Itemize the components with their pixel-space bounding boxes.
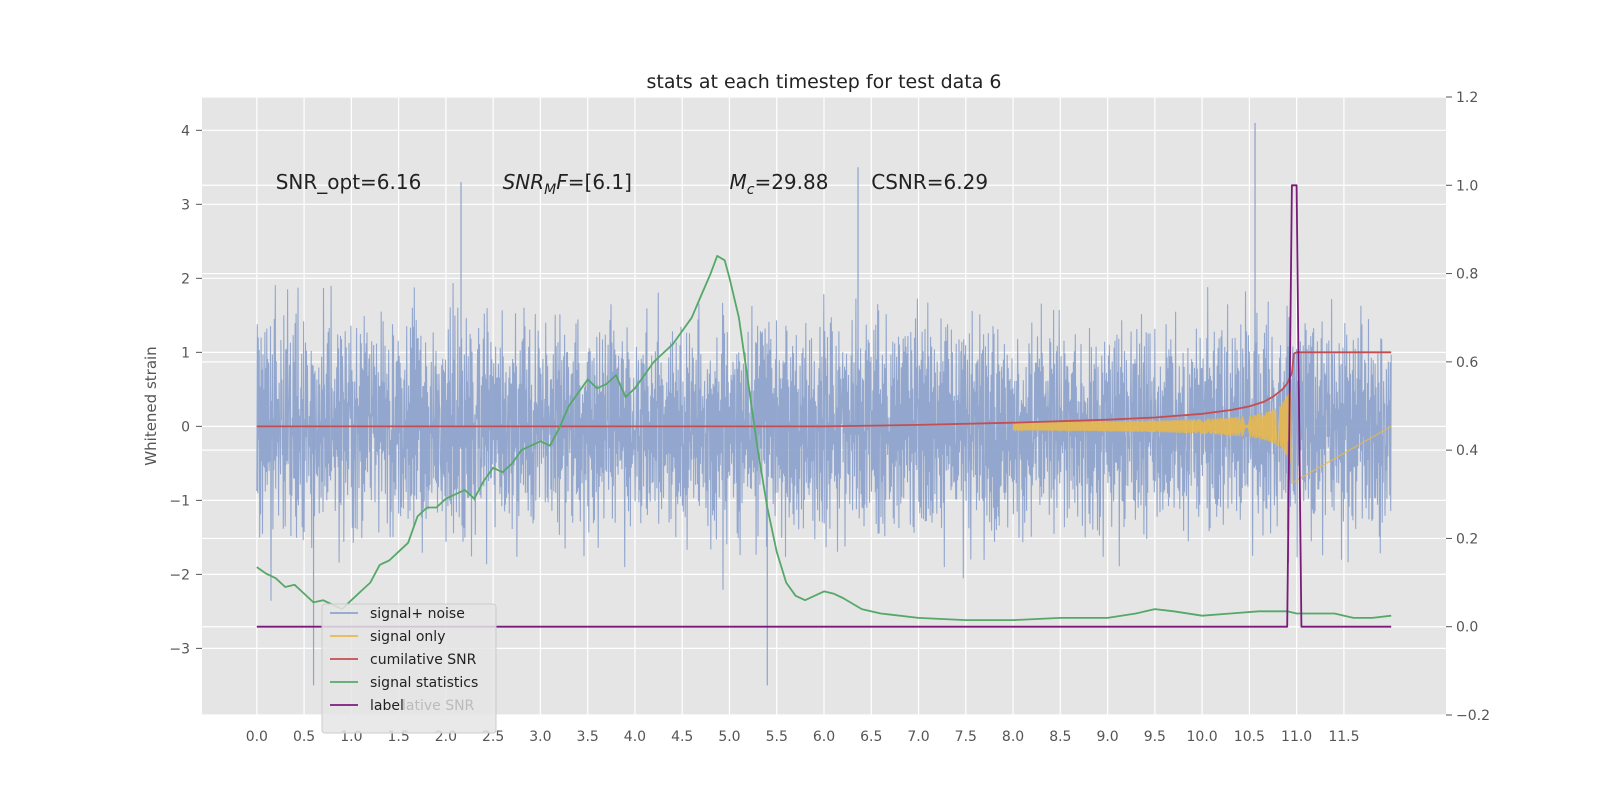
legend-label: signal only: [370, 629, 445, 645]
y-tick-label: 2: [181, 271, 190, 287]
y-tick-label: 4: [181, 123, 190, 139]
legend-label: signal statistics: [370, 675, 478, 691]
y2-tick-label: −0.2: [1456, 708, 1490, 724]
x-tick-label: 7.5: [955, 729, 977, 745]
annotation-0: SNR_opt=6.16: [276, 170, 422, 194]
x-tick-label: 8.0: [1002, 729, 1024, 745]
x-tick-label: 8.5: [1049, 729, 1071, 745]
y2-tick-label: 0.0: [1456, 620, 1478, 636]
x-tick-label: 6.5: [860, 729, 882, 745]
x-tick-label: 4.0: [624, 729, 646, 745]
y-tick-label: −2: [169, 567, 190, 583]
x-tick-label: 10.5: [1234, 729, 1265, 745]
annotation-2: Mc=29.88: [729, 170, 828, 198]
y2-tick-label: 1.0: [1456, 178, 1478, 194]
x-tick-label: 7.0: [907, 729, 929, 745]
annotation-part: CSNR=6.29: [871, 170, 988, 194]
series-signal-statistics: [256, 255, 1392, 621]
legend-ghost-text: lative SNR: [402, 698, 475, 714]
chart-title: stats at each timestep for test data 6: [646, 71, 1001, 93]
legend-label: cumilative SNR: [370, 652, 477, 668]
series-signal-noise: [256, 282, 1392, 601]
series-layer: [256, 122, 1392, 686]
y-tick-label: −3: [169, 641, 190, 657]
annotation-3: CSNR=6.29: [871, 170, 988, 194]
series-cumilative-snr: [256, 351, 1392, 428]
y2-tick-label: 0.2: [1456, 531, 1478, 547]
annotation-part: =[6.1]: [568, 170, 632, 194]
annotation-1: SNRMF=[6.1]: [503, 170, 632, 198]
x-tick-label: 5.0: [718, 729, 740, 745]
annotation-part: =29.88: [754, 170, 828, 194]
annotation-part: SNR_opt=6.16: [276, 170, 422, 194]
x-tick-label: 5.5: [766, 729, 788, 745]
series-signal-only: [1012, 383, 1392, 484]
x-tick-label: 10.0: [1187, 729, 1218, 745]
y-axis-label: Whitened strain: [142, 346, 160, 465]
annotation-part: F: [556, 170, 568, 194]
annotation-part: M: [729, 170, 746, 194]
y-axis-right: −0.2 0.0 0.2 0.4 0.6 0.8 1.0 1.2: [1446, 90, 1490, 724]
y-tick-label: 1: [181, 345, 190, 361]
y2-tick-label: 0.6: [1456, 355, 1478, 371]
legend: lative SNR signal+ noise signal only cumila…: [321, 603, 497, 734]
x-tick-label: 3.5: [577, 729, 599, 745]
x-tick-label: 11.0: [1281, 729, 1312, 745]
annotation-part: M: [544, 182, 556, 198]
y2-tick-label: 0.8: [1456, 267, 1478, 283]
legend-box: [321, 603, 497, 734]
y-tick-label: 3: [181, 197, 190, 213]
x-tick-label: 9.5: [1144, 729, 1166, 745]
annotation-part: c: [747, 182, 755, 198]
annotations: SNR_opt=6.16 SNRMF=[6.1] Mc=29.88 CSNR=6.29: [276, 170, 988, 198]
y-tick-label: −1: [169, 493, 190, 509]
x-tick-label: 4.5: [671, 729, 693, 745]
x-tick-label: 0.0: [246, 729, 268, 745]
y-axis-left: −3 −2 −1 0 1 2 3 4: [169, 123, 202, 657]
series-label: [256, 184, 1392, 628]
annotation-part: SNR: [503, 170, 545, 194]
y-tick-label: 0: [181, 419, 190, 435]
x-tick-label: 11.5: [1328, 729, 1359, 745]
x-tick-label: 3.0: [529, 729, 551, 745]
x-tick-label: 0.5: [293, 729, 315, 745]
x-tick-label: 9.0: [1096, 729, 1118, 745]
legend-label: signal+ noise: [370, 606, 465, 622]
legend-label: label: [370, 698, 404, 714]
y2-tick-label: 0.4: [1456, 443, 1478, 459]
x-tick-label: 6.0: [813, 729, 835, 745]
y2-tick-label: 1.2: [1456, 90, 1478, 106]
